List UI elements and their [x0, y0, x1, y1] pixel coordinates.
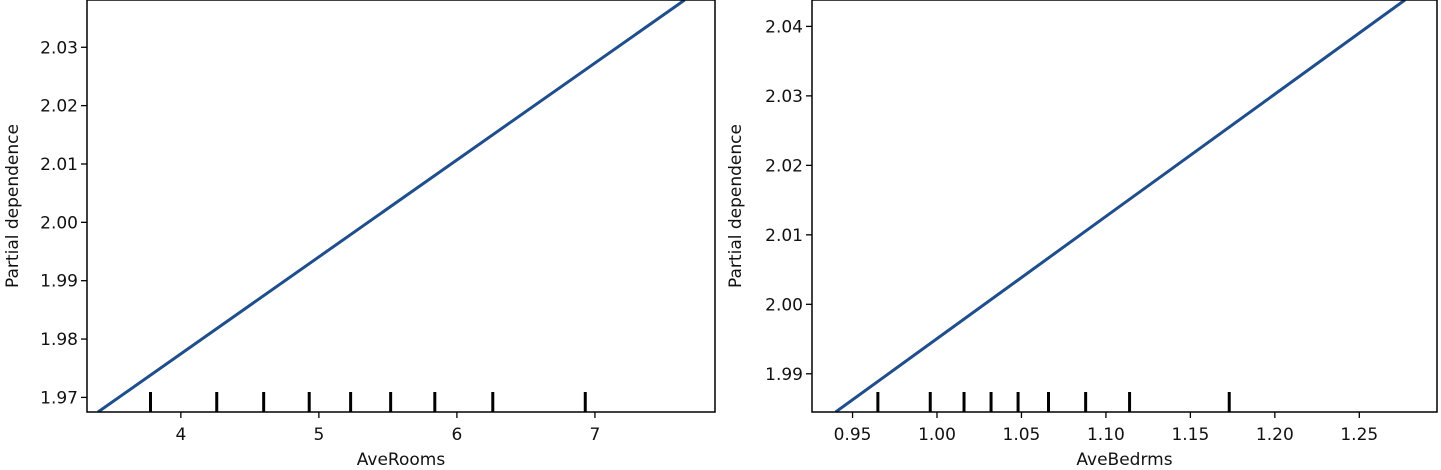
- x-axis-label: AveBedrms: [1076, 450, 1172, 470]
- y-axis-label: Partial dependence: [726, 124, 746, 288]
- x-tick-label: 0.95: [834, 425, 872, 445]
- x-tick-label: 1.15: [1171, 425, 1209, 445]
- axes-frame: [86, 0, 716, 413]
- x-tick-label: 1.05: [1003, 425, 1041, 445]
- y-tick-label: 1.99: [765, 365, 803, 385]
- y-tick-label: 2.00: [40, 213, 78, 233]
- x-tick-label: 4: [175, 425, 186, 445]
- y-tick-label: 2.03: [765, 87, 803, 107]
- y-tick-label: 2.02: [40, 97, 78, 117]
- y-tick-label: 2.03: [40, 38, 78, 58]
- pd-plot-avebedrms: 0.95 1.00 1.05 1.10 1.15 1.20 1.25 1.99 2.00 2.01…: [726, 0, 1438, 470]
- y-tick-label: 1.98: [40, 330, 78, 350]
- x-tick-label: 1.00: [918, 425, 956, 445]
- y-tick-label: 2.01: [40, 155, 78, 175]
- x-tick-label: 5: [313, 425, 324, 445]
- x-tick-label: 1.10: [1087, 425, 1125, 445]
- pd-line-series-0: [834, 0, 1406, 412]
- y-tick-label: 1.99: [40, 272, 78, 292]
- y-tick-label: 2.04: [765, 17, 803, 37]
- y-axis-label: Partial dependence: [3, 124, 23, 288]
- x-tick-label: 6: [451, 425, 462, 445]
- x-tick-label: 1.25: [1340, 425, 1378, 445]
- pd-line-series-0: [97, 0, 686, 412]
- y-tick-label: 2.00: [765, 295, 803, 315]
- pd-plot-averooms: 4 5 6 7 1.97 1.98 1.99 2.00 2.01 2.02 2.03 AveRooms…: [3, 0, 716, 470]
- y-tick-label: 1.97: [40, 388, 78, 408]
- x-tick-label: 7: [590, 425, 601, 445]
- x-axis-label: AveRooms: [357, 450, 446, 470]
- y-tick-label: 2.02: [765, 156, 803, 176]
- x-tick-label: 1.20: [1256, 425, 1294, 445]
- axes-frame: [811, 0, 1438, 413]
- y-tick-label: 2.01: [765, 226, 803, 246]
